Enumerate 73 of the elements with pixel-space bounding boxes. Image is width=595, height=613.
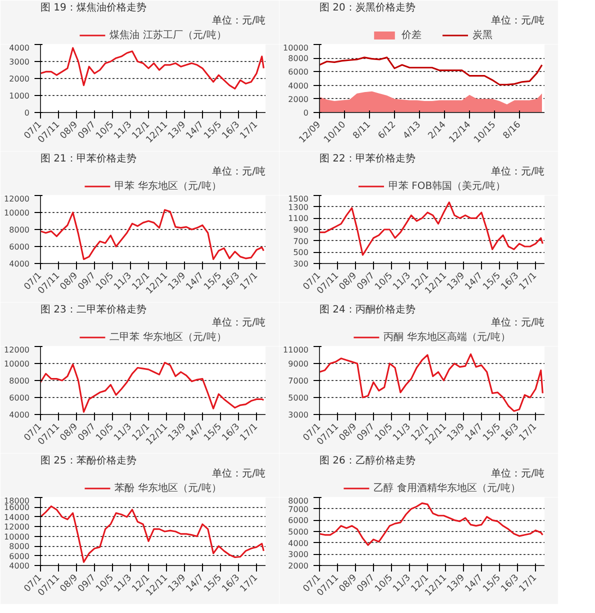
y-tick-label: 3000 bbox=[288, 550, 308, 560]
y-tick-label: 4000 bbox=[9, 44, 30, 52]
chart-title: 图 25：苯酚价格走势 bbox=[40, 454, 136, 466]
legend-label: 二甲苯 华东地区（元/吨） bbox=[110, 330, 226, 344]
y-tick-label: 4000 bbox=[288, 81, 308, 90]
legend-label: 炭黑 bbox=[472, 28, 492, 42]
y-tick-label: 9000 bbox=[288, 360, 308, 368]
y-tick-label: 1300 bbox=[288, 202, 308, 212]
y-tick-label: 10000 bbox=[4, 532, 30, 542]
chart-subtitle: 单位：元/吨 bbox=[212, 316, 266, 328]
y-tick-label: 300 bbox=[293, 260, 309, 268]
y-tick-label: 18000 bbox=[4, 496, 30, 506]
y-tick-label: 4000 bbox=[9, 260, 30, 268]
legend-label: 煤焦油 江苏工厂（元/吨） bbox=[110, 28, 226, 42]
y-tick-label: 3000 bbox=[288, 410, 308, 420]
legend-label: 苯酚 华东地区（元/吨） bbox=[114, 482, 222, 495]
y-tick-label: 10000 bbox=[4, 208, 30, 218]
y-tick-label: 11000 bbox=[283, 346, 309, 354]
y-tick-label: 3000 bbox=[9, 58, 30, 66]
chart-subtitle: 单位：元/吨 bbox=[491, 14, 545, 26]
y-tick-label: 0 bbox=[24, 108, 30, 118]
y-tick-label: 1000 bbox=[9, 92, 30, 100]
y-tick-label: 6000 bbox=[9, 394, 30, 402]
y-tick-label: 8000 bbox=[288, 54, 308, 64]
chart-subtitle: 单位：元/吨 bbox=[212, 14, 266, 26]
legend-label: 乙醇 食用酒精华东地区（元/吨） bbox=[374, 482, 520, 495]
y-tick-label: 10000 bbox=[283, 44, 309, 52]
y-tick-label: 4000 bbox=[288, 538, 308, 548]
y-tick-label: 7000 bbox=[288, 376, 308, 386]
y-tick-label: 1100 bbox=[288, 214, 308, 224]
y-tick-label: 2000 bbox=[288, 94, 308, 104]
chart-title: 图 26：乙醇价格走势 bbox=[320, 454, 416, 466]
y-tick-label: 4000 bbox=[9, 410, 30, 420]
y-tick-label: 12000 bbox=[4, 346, 30, 354]
chart-subtitle: 单位：元/吨 bbox=[212, 468, 266, 480]
legend-label: 甲苯 华东地区（元/吨） bbox=[114, 180, 222, 193]
chart-subtitle: 单位：元/吨 bbox=[491, 468, 545, 480]
y-tick-label: 2000 bbox=[288, 562, 308, 570]
y-tick-label: 4000 bbox=[9, 562, 30, 570]
y-tick-label: 8000 bbox=[9, 226, 30, 234]
chart-title: 图 19：煤焦油价格走势 bbox=[40, 2, 146, 14]
legend-label: 丙酮 华东地区高端（元/吨） bbox=[384, 330, 510, 344]
chart-subtitle: 单位：元/吨 bbox=[212, 166, 266, 178]
y-tick-label: 12000 bbox=[4, 522, 30, 532]
y-tick-label: 7000 bbox=[288, 504, 308, 514]
y-tick-label: 8000 bbox=[9, 376, 30, 386]
y-tick-label: 2000 bbox=[9, 74, 30, 84]
chart-title: 图 21：甲苯价格走势 bbox=[40, 152, 136, 164]
chart-title: 图 23：二甲苯价格走势 bbox=[40, 304, 146, 316]
y-tick-label: 14000 bbox=[4, 512, 30, 522]
y-tick-label: 1500 bbox=[288, 194, 308, 204]
y-tick-label: 12000 bbox=[4, 194, 30, 204]
legend-label: 价差 bbox=[402, 29, 422, 42]
y-tick-label: 10000 bbox=[4, 360, 30, 368]
chart-subtitle: 单位：元/吨 bbox=[491, 166, 545, 178]
y-tick-label: 700 bbox=[293, 236, 309, 246]
chart-title: 图 22：甲苯价格走势 bbox=[320, 152, 416, 164]
legend-label: 甲苯 FOB韩国（美元/吨） bbox=[388, 180, 506, 193]
y-tick-label: 900 bbox=[293, 226, 309, 234]
y-tick-label: 8000 bbox=[9, 542, 30, 552]
y-tick-label: 16000 bbox=[4, 503, 30, 512]
y-tick-label: 6000 bbox=[9, 242, 30, 252]
y-tick-label: 8000 bbox=[288, 496, 308, 506]
y-tick-label: 5000 bbox=[288, 394, 308, 402]
y-tick-label: 0 bbox=[303, 108, 309, 118]
chart-title: 图 24：丙酮价格走势 bbox=[320, 304, 416, 316]
chart-title: 图 20：炭黑价格走势 bbox=[320, 2, 416, 14]
y-tick-label: 6000 bbox=[288, 68, 308, 77]
y-tick-label: 6000 bbox=[9, 552, 30, 561]
y-tick-label: 500 bbox=[293, 248, 309, 258]
y-tick-label: 5000 bbox=[288, 528, 308, 536]
chart-subtitle: 单位：元/吨 bbox=[491, 316, 545, 328]
y-tick-label: 6000 bbox=[288, 516, 308, 526]
